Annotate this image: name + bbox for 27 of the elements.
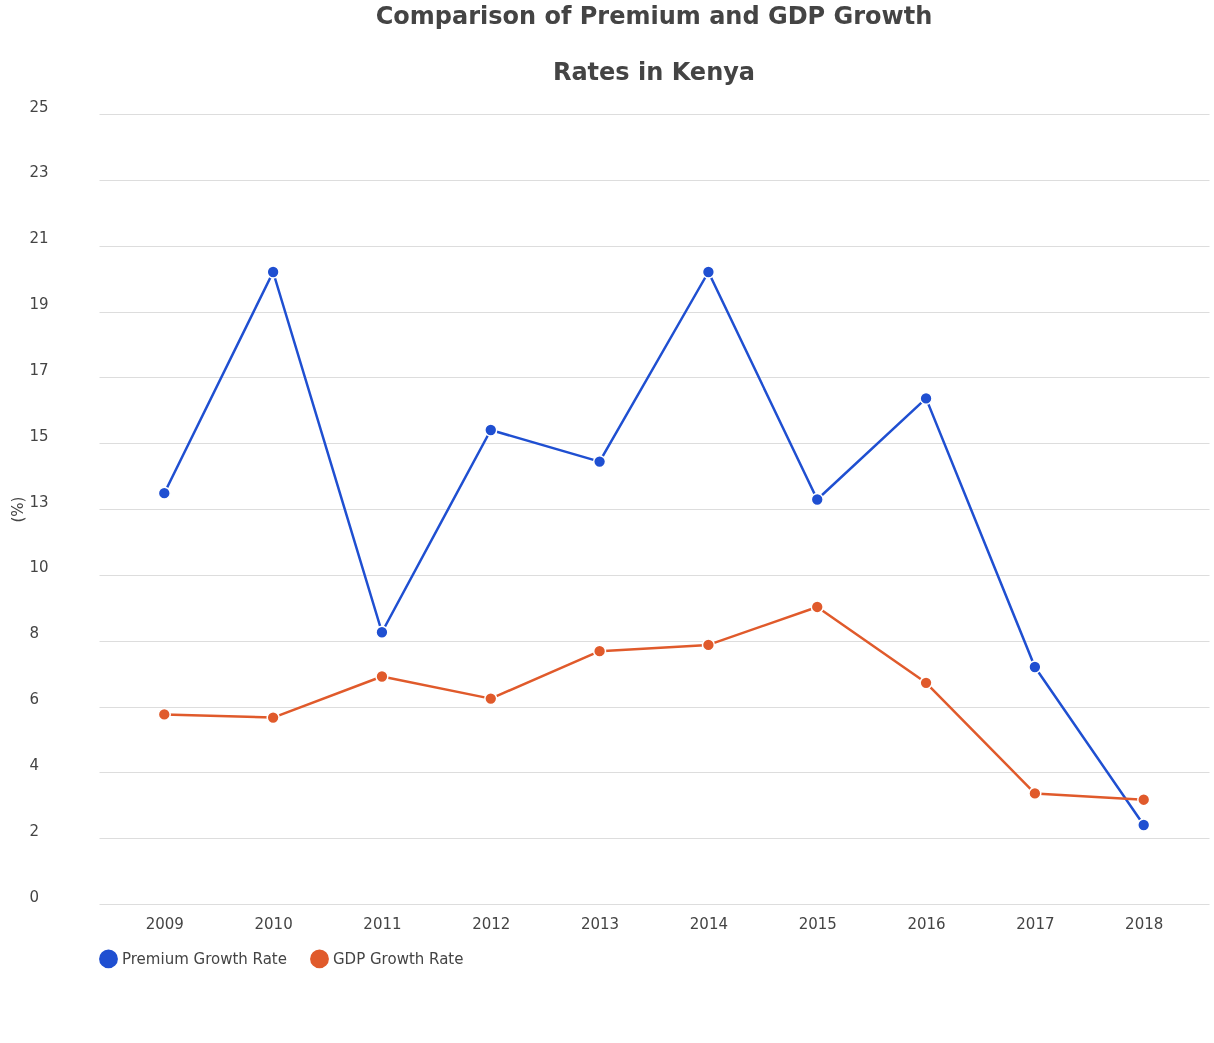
x-tick-label: 2014 [689, 914, 729, 933]
y-tick-label: 25 [29, 97, 49, 116]
y-tick-label: 15 [29, 426, 49, 445]
legend-label: Premium Growth Rate [122, 949, 287, 968]
x-tick-label: 2015 [798, 914, 837, 933]
y-tick-label: 0 [29, 887, 40, 906]
y-tick-label: 23 [29, 163, 49, 182]
x-tick-label: 2010 [254, 914, 293, 933]
y-tick-label: 4 [29, 755, 40, 774]
legend-label: GDP Growth Rate [333, 949, 464, 968]
x-tick-label: 2012 [472, 914, 511, 933]
x-tick-label: 2009 [145, 914, 184, 933]
x-tick-label: 2011 [363, 914, 402, 933]
y-tick-label: 19 [29, 295, 49, 313]
y-axis-title: (%) [8, 496, 27, 523]
y-tick-label: 6 [29, 690, 40, 708]
y-tick-label: 13 [29, 492, 49, 511]
y-tick-label: 17 [29, 360, 49, 379]
y-tick-label: 21 [29, 229, 49, 248]
x-tick-label: 2013 [580, 914, 620, 933]
x-tick-label: 2016 [907, 914, 946, 933]
x-tick-label: 2018 [1125, 914, 1164, 933]
y-tick-label: 10 [29, 558, 49, 577]
x-tick-label: 2017 [1016, 914, 1055, 933]
y-tick-label: 2 [29, 821, 40, 840]
chart-title: Comparison of Premium and GDP Growth Rates in Kenya [375, 2, 933, 86]
y-tick-label: 8 [29, 624, 40, 643]
